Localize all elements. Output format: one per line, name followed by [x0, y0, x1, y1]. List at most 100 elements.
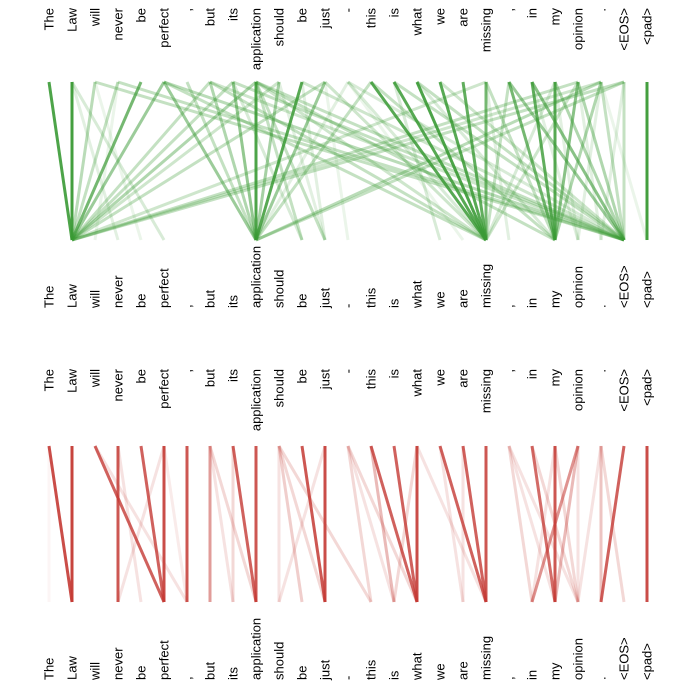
top-top-token-1-law: Law [65, 7, 80, 31]
bottom-bottom-token-2-will: will [88, 662, 103, 681]
top-attention-link-9-25 [255, 80, 625, 242]
top-attention-link-12-19 [323, 80, 488, 242]
top-top-token-14-this: this [364, 8, 379, 29]
top-top-token-15-is: is [387, 8, 402, 18]
top-attention-link-2-1 [70, 81, 97, 241]
top-attention-link-25-1 [71, 80, 625, 242]
top-attention-link-10-12 [277, 81, 327, 241]
bottom-bottom-token-3-never: never [111, 647, 126, 680]
top-top-token-8-its: its [226, 8, 241, 22]
top-attention-link-19-22 [484, 81, 557, 241]
top-attention-link-23-25 [576, 81, 626, 241]
top-attention-link-24-26 [599, 81, 649, 241]
top-top-token-2-will: will [88, 8, 103, 27]
bottom-attention-link-13-15 [346, 445, 396, 603]
top-target-token-labels: The Law will never be perfect, but its applicati… [42, 246, 655, 309]
bottom-top-token-14-this: this [364, 369, 379, 390]
top-bottom-token-23-opinion: opinion [571, 266, 586, 308]
bottom-attention-link-8-9 [231, 445, 258, 603]
top-bottom-token-2-will: will [88, 290, 103, 309]
top-attention-link-11-12 [300, 81, 327, 241]
top-attention-link-1-5 [70, 81, 166, 241]
bottom-top-token-20-punct: , [502, 369, 517, 373]
top-top-token-18-are: are [456, 8, 471, 27]
top-top-token-16-what: what [410, 8, 425, 37]
top-top-token-0-the: The [42, 8, 57, 30]
bottom-attention-link-12-10 [277, 445, 327, 603]
top-bottom-token-16-what: what [410, 280, 425, 309]
bottom-bottom-token-16-what: what [410, 652, 425, 681]
bottom-top-token-6-punct: , [180, 369, 195, 373]
top-attention-link-19-20 [484, 81, 511, 241]
top-attention-link-14-22 [370, 80, 556, 242]
bottom-top-token-7-but: but [203, 369, 218, 387]
top-attention-link-11-9 [254, 81, 304, 241]
top-bottom-token-8-its: its [226, 295, 241, 309]
bottom-top-token-4-be: be [134, 369, 149, 383]
top-attention-link-3-2 [93, 81, 120, 241]
top-attention-link-8-25 [232, 80, 625, 242]
top-bottom-token-21-in: in [525, 298, 540, 308]
top-attention-link-5-19 [163, 80, 487, 242]
bottom-attention-link-11-12 [300, 445, 327, 603]
top-attention-link-16-22 [415, 81, 557, 241]
bottom-bottom-token-18-are: are [456, 661, 471, 680]
top-attention-link-11-25 [301, 80, 625, 242]
bottom-top-token-17-we: we [433, 369, 448, 387]
top-attention-link-3-25 [117, 80, 625, 242]
bottom-top-token-13-punct: - [341, 369, 356, 373]
top-attention-link-8-1 [70, 80, 235, 242]
top-attention-link-15-19 [392, 81, 488, 241]
bottom-attention-link-5-6 [162, 445, 189, 603]
top-attention-link-15-25 [393, 80, 625, 242]
bottom-top-token-1-law: Law [65, 368, 80, 392]
bottom-source-token-labels: The Law will never be perfect, but its applicati… [42, 368, 655, 431]
bottom-top-token-3-never: never [111, 368, 126, 401]
bottom-attention-panel: The Law will never be perfect, but its applicati… [42, 368, 655, 681]
top-attention-link-13-19 [346, 81, 488, 241]
top-attention-link-16-25 [416, 80, 625, 242]
bottom-target-token-labels: The Law will never be perfect, but its applicati… [42, 618, 655, 681]
top-attention-link-7-9 [208, 81, 258, 241]
top-top-token-12-just: just [318, 8, 333, 30]
top-bottom-token-24-punct: . [594, 304, 609, 308]
top-top-token-13-punct: - [341, 8, 356, 12]
bottom-top-token-9-application: application [249, 369, 264, 431]
top-top-token-24-punct: . [594, 8, 609, 12]
top-bottom-token-18-are: are [456, 289, 471, 308]
top-bottom-token-1-law: Law [65, 284, 80, 308]
bottom-bottom-token-21-in: in [525, 670, 540, 680]
bottom-bottom-token-23-opinion: opinion [571, 638, 586, 680]
bottom-attention-link-22-23 [553, 445, 580, 603]
bottom-attention-link-13-14 [346, 445, 373, 603]
top-attention-link-5-1 [70, 81, 166, 241]
top-attention-link-2-25 [94, 80, 625, 242]
top-attention-link-16-19 [415, 81, 488, 241]
top-attention-link-25-24 [599, 81, 626, 241]
top-bottom-token-3-never: never [111, 275, 126, 308]
top-top-token-11-be: be [295, 8, 310, 22]
bottom-attention-link-10-12 [277, 445, 327, 603]
bottom-attention-link-10-11 [277, 445, 304, 603]
bottom-bottom-token-8-its: its [226, 667, 241, 681]
top-attention-link-13-18 [346, 81, 465, 241]
bottom-attention-link-20-22 [507, 445, 557, 603]
top-attention-link-3-1 [70, 81, 120, 241]
top-attention-link-10-1 [71, 80, 280, 242]
top-attention-link-12-9 [254, 81, 327, 241]
bottom-bottom-token-7-but: but [203, 662, 218, 680]
top-bottom-token-26-pad: <pad> [640, 271, 655, 308]
top-attention-link-21-22 [530, 81, 557, 241]
bottom-top-token-19-missing: missing [479, 369, 494, 413]
bottom-bottom-token-15-is: is [387, 670, 402, 680]
top-bottom-token-17-we: we [433, 291, 448, 309]
bottom-bottom-token-13-punct: - [341, 676, 356, 680]
bottom-bottom-token-25-eos: <EOS> [617, 637, 632, 680]
top-top-token-7-but: but [203, 8, 218, 26]
top-attention-link-7-19 [209, 80, 487, 242]
top-attention-link-1-3 [70, 81, 120, 241]
bottom-attention-link-0-1 [47, 445, 74, 603]
top-bottom-token-10-should: should [272, 270, 287, 308]
bottom-attention-link-7-8 [208, 445, 235, 603]
top-top-token-6-punct: , [180, 8, 195, 12]
